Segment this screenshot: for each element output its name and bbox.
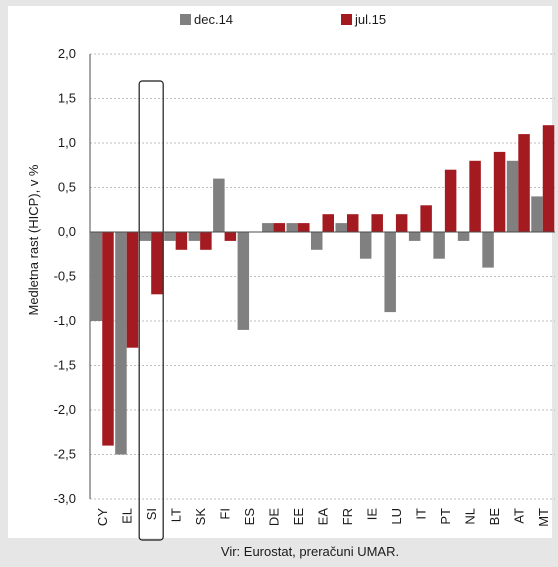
bar-jul.15-IE [371,214,383,232]
legend: dec.14 jul.15 [180,12,386,27]
x-tick-label: EL [120,508,135,524]
legend-label-dec.14: dec.14 [194,12,233,27]
bar-dec.14-FI [213,178,225,232]
x-tick-label: MT [536,508,551,527]
y-tick-label: 1,5 [58,91,76,106]
bar-dec.14-CY [90,232,103,321]
bar-dec.14-ES [237,232,250,330]
bar-jul.15-LT [175,232,188,250]
y-tick-label: -2,5 [54,447,76,462]
y-tick-labels: -3,0 -2,5 -2,0 -1,5 -1,0 -0,5 0,0 0,5 1,0 1,5 2,0 [54,46,76,506]
y-tick-label: -3,0 [54,491,76,506]
bar-dec.14-AT [506,160,519,232]
y-tick-label: 0,5 [58,180,76,195]
x-tick-label: CY [95,508,110,526]
bar-jul.15-BE [493,151,506,232]
bar-jul.15-NL [469,160,481,232]
x-tick-label: LU [389,508,404,525]
bar-jul.15-AT [518,134,530,232]
bar-dec.14-SK [188,232,201,241]
bar-jul.15-MT [542,125,555,232]
x-tick-label: FR [340,508,355,525]
x-tick-label: EE [291,508,306,526]
bar-jul.15-EL [126,232,139,348]
legend-swatch-dec.14 [180,14,191,25]
gridlines [90,53,555,500]
legend-label-jul.15: jul.15 [354,12,386,27]
y-tick-label: 1,0 [58,135,76,150]
x-tick-label: AT [511,508,526,524]
source-note: Vir: Eurostat, preračuni UMAR. [221,544,399,559]
bar-jul.15-SI [151,232,163,295]
x-tick-label: PT [438,508,453,525]
y-axis-label: Medletna rast (HICP), v % [26,164,41,315]
x-tick-label: EA [316,508,331,526]
bar-dec.14-PT [433,232,445,259]
bar-jul.15-IT [420,205,432,232]
bar-dec.14-NL [457,232,470,241]
y-tick-label: -1,5 [54,358,76,373]
bar-jul.15-SK [200,232,212,250]
bar-dec.14-SI [139,232,152,241]
bar-dec.14-DE [262,223,274,232]
bar-dec.14-BE [482,232,494,268]
bar-jul.15-EE [298,223,310,232]
bar-dec.14-EE [286,223,299,232]
x-tick-label: ES [242,508,257,526]
x-tick-label: LT [169,508,184,522]
bar-dec.14-LU [384,232,396,313]
bar-jul.15-PT [444,169,457,232]
x-tick-label: SI [144,508,159,520]
x-tick-label: DE [267,508,282,526]
legend-swatch-jul.15 [341,14,352,25]
bar-jul.15-FR [346,214,359,232]
bar-dec.14-IE [359,232,372,259]
bar-dec.14-LT [164,232,176,241]
y-tick-label: 2,0 [58,46,76,61]
x-tick-label: IE [364,508,379,521]
bars [90,125,555,455]
bar-dec.14-FR [335,223,347,232]
y-tick-label: -2,0 [54,402,76,417]
bar-jul.15-DE [273,223,286,232]
highlight-box-SI [138,80,164,541]
x-tick-labels: CY EL SI LT SK FI ES DE EE EA FR IE LU IT PT NL BE AT MT [95,508,551,527]
y-tick-label: -0,5 [54,269,76,284]
bar-dec.14-EL [115,232,127,455]
bar-jul.15-EA [322,214,334,232]
x-tick-label: SK [193,508,208,526]
bar-jul.15-FI [224,232,237,241]
x-tick-label: BE [487,508,502,526]
bar-jul.15-LU [395,214,408,232]
x-tick-label: NL [462,508,477,525]
x-tick-label: FI [218,508,233,520]
bar-dec.14-EA [311,232,323,250]
bar-dec.14-IT [408,232,421,241]
axes [89,54,555,541]
y-tick-label: 0,0 [58,224,76,239]
bar-dec.14-MT [531,196,543,232]
bar-jul.15-CY [102,232,114,446]
y-tick-label: -1,0 [54,313,76,328]
x-tick-label: IT [413,508,428,520]
